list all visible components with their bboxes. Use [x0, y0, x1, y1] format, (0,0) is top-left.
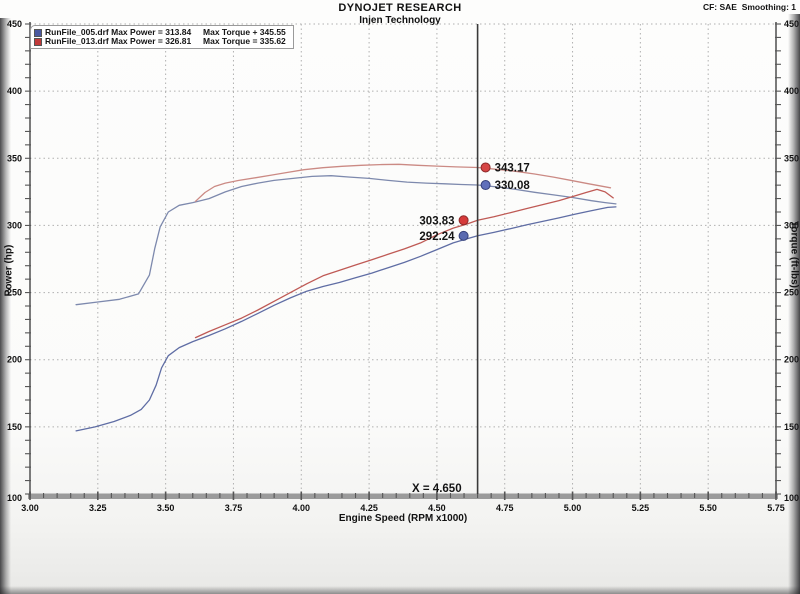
page-title: DYNOJET RESEARCH — [338, 2, 462, 14]
curve-red-power — [194, 188, 614, 339]
y-tick-label-left: 300 — [7, 220, 22, 230]
curve-blue-power — [75, 206, 617, 432]
x-tick-label: 3.00 — [21, 503, 39, 513]
y-tick-label-right: 350 — [784, 153, 799, 163]
legend-run-label: RunFile_005.drf Max Power = 313.84 Max T… — [45, 27, 286, 37]
correction-smoothing-note: CF: SAE Smoothing: 1 — [702, 2, 796, 12]
y-tick-label-left: 150 — [7, 422, 22, 432]
y-tick-label-left: 100 — [7, 493, 22, 503]
dyno-curves — [75, 163, 617, 432]
legend-row-1: RunFile_013.drf Max Power = 326.81 Max T… — [34, 37, 286, 46]
page-subtitle: Injen Technology — [359, 15, 441, 26]
cursor-marker-red-power — [458, 215, 469, 226]
legend-row-0: RunFile_005.drf Max Power = 313.84 Max T… — [34, 28, 286, 37]
cursor-readouts: 343.17 330.08 303.83 292.24 — [419, 162, 531, 243]
legend-box: RunFile_005.drf Max Power = 313.84 Max T… — [30, 25, 294, 49]
curve-blue-torque — [75, 175, 617, 306]
x-tick-label: 4.25 — [360, 503, 378, 513]
cursor-marker-blue-power — [458, 230, 469, 241]
x-tick-label: 5.00 — [564, 503, 582, 513]
y-tick-label-right: 450 — [784, 19, 799, 29]
y-tick-label-right: 200 — [784, 355, 799, 365]
x-axis-title: Engine Speed (RPM x1000) — [338, 513, 468, 524]
y-tick-label-left: 450 — [7, 19, 22, 29]
gridlines — [30, 23, 776, 494]
x-axis-band — [28, 493, 778, 499]
axes — [28, 22, 778, 499]
x-tick-label: 4.75 — [496, 503, 514, 513]
axis-ticks — [25, 23, 781, 500]
cursor-value-label: 303.83 — [419, 215, 454, 227]
y-tick-label-left: 200 — [7, 355, 22, 365]
cursor-marker-red-torque — [480, 162, 491, 173]
legend-run-label: RunFile_013.drf Max Power = 326.81 Max T… — [45, 36, 286, 46]
cursor-value-label: 343.17 — [495, 162, 530, 174]
x-tick-label: 3.25 — [89, 503, 107, 513]
x-tick-label: 3.50 — [157, 503, 175, 513]
y-tick-label-right: 400 — [784, 86, 799, 96]
legend-swatch-icon — [34, 37, 42, 46]
x-tick-label: 4.50 — [428, 503, 446, 513]
x-tick-label: 5.50 — [699, 503, 717, 513]
cursor-value-label: 330.08 — [495, 180, 531, 192]
y-tick-label-right: 150 — [784, 422, 799, 432]
cursor-x-label: X = 4.650 — [412, 483, 462, 495]
y-axis-title-torque: Torque (ft-lbs) — [788, 220, 800, 289]
legend-swatch-icon — [34, 28, 42, 37]
y-tick-label-left: 400 — [7, 86, 22, 96]
curve-red-torque — [194, 163, 612, 202]
y-tick-label-left: 250 — [7, 288, 22, 298]
x-tick-label: 4.00 — [293, 503, 311, 513]
y-tick-label-left: 350 — [7, 153, 22, 163]
tick-labels: 3.00 3.25 3.50 3.75 4.00 4.25 4.50 4.75 5.00 5.25… — [7, 19, 799, 513]
y-axis-title-power: Power (hp) — [3, 244, 15, 297]
x-tick-label: 5.25 — [632, 503, 650, 513]
y-tick-label-right: 100 — [784, 493, 799, 503]
x-tick-label: 3.75 — [225, 503, 243, 513]
cursor-marker-blue-torque — [480, 180, 491, 191]
x-tick-label: 5.75 — [767, 503, 785, 513]
cursor-value-label: 292.24 — [419, 231, 455, 243]
